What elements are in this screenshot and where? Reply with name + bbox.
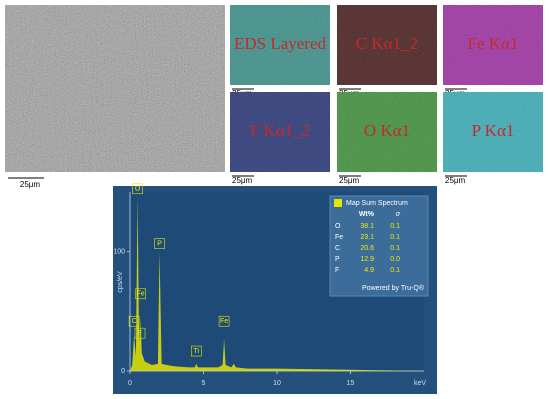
legend-swatch (334, 199, 342, 207)
table-header: Wt% (359, 211, 375, 218)
maps: EDS Layered 25μm C Kα1_2 25μm Fe Kα1 25μm F Kα… (230, 5, 543, 185)
table-element: F (335, 267, 339, 274)
map-texture (443, 92, 543, 172)
peak-label: P (157, 241, 162, 248)
peak-label-box (134, 327, 146, 339)
spectrum-area (130, 196, 424, 371)
scale-label: 25μm (232, 176, 253, 185)
table-sigma: 0.1 (390, 245, 400, 252)
peak-label: Fe (220, 318, 228, 325)
peak-label-box (190, 345, 202, 357)
table-sigma: 0.0 (390, 256, 400, 263)
peak-label: O (135, 186, 141, 193)
table-sigma: 0.1 (390, 223, 400, 230)
peak-label-box (154, 238, 165, 249)
table-element: Fe (335, 234, 343, 241)
x-axis-label: keV (414, 380, 426, 387)
map-texture (230, 92, 330, 172)
map-texture (337, 92, 437, 172)
map-label: C Kα1_2 (356, 34, 418, 53)
map-texture (230, 5, 330, 85)
peak-label: Ti (194, 348, 200, 355)
table-header: σ (396, 211, 401, 218)
peak-label-box (135, 288, 146, 300)
x-tick-label: 5 (202, 380, 206, 387)
y-tick-label: 100 (113, 249, 125, 256)
scale-label: 25μm (339, 176, 360, 185)
x-tick-label: 15 (347, 380, 355, 387)
y-tick-label: 0 (121, 368, 125, 375)
peak-label: Fe (136, 291, 144, 298)
table-element: O (335, 223, 341, 230)
table-element: P (335, 256, 340, 263)
peak-label-box (128, 315, 140, 327)
table-wt: 23.1 (360, 234, 374, 241)
map-label: EDS Layered (234, 34, 327, 53)
scale-label: 25μm (445, 176, 466, 185)
map-label: F Kα1_2 (250, 121, 310, 140)
table-wt: 38.1 (360, 223, 374, 230)
sem-tint (5, 5, 225, 172)
map-texture (443, 5, 543, 85)
table-sigma: 0.1 (390, 234, 400, 241)
scale-label: 25μm (20, 180, 41, 189)
table-wt: 12.9 (360, 256, 374, 263)
x-tick-label: 0 (128, 380, 132, 387)
peak-label: C (132, 318, 137, 325)
map-label: Fe Kα1 (468, 34, 519, 53)
table-wt: 4.9 (364, 267, 374, 274)
legend-box (329, 195, 429, 297)
peak-label-box (132, 183, 143, 195)
peak-label-box (218, 315, 230, 327)
table-element: C (335, 245, 340, 252)
table-wt: 20.6 (360, 245, 374, 252)
legend-title: Map Sum Spectrum (346, 200, 408, 207)
sem-texture (5, 5, 225, 172)
map-label: O Kα1 (364, 121, 410, 140)
peak-label: F (138, 330, 142, 337)
x-tick-label: 10 (273, 380, 281, 387)
y-axis-label: cps/eV (117, 271, 124, 293)
footer: Powered by Tru-Q® (362, 284, 425, 292)
map-label: P Kα1 (472, 121, 515, 140)
map-texture (337, 5, 437, 85)
table-sigma: 0.1 (390, 267, 400, 274)
